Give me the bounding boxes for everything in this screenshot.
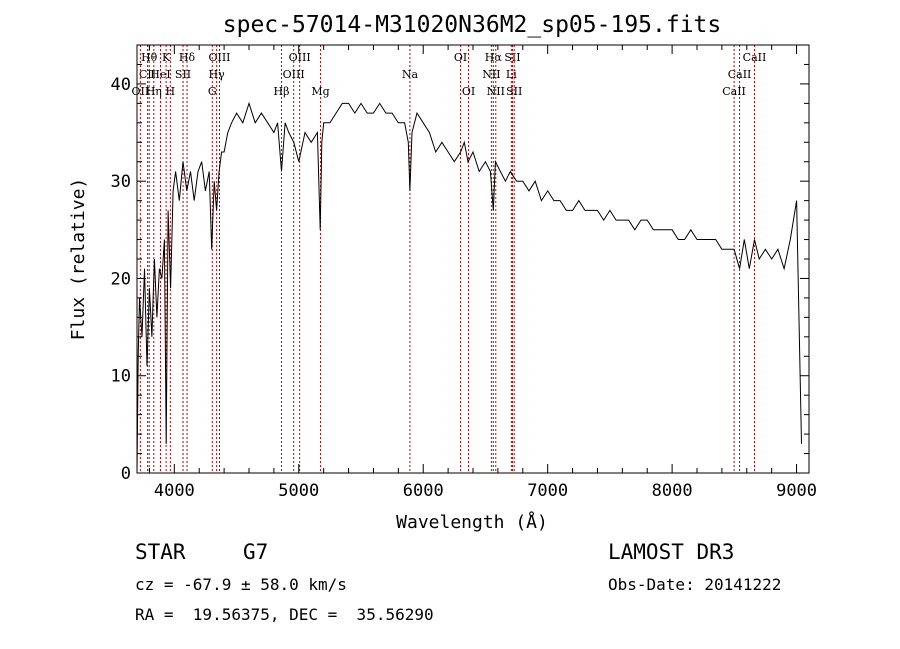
spectral-line-label: Li — [506, 68, 517, 81]
spectral-line-markers: Hθ CII OII K HeI Hη Hδ SII H OIII Hγ G OIII OIII Hβ Mg N… — [132, 45, 767, 473]
spectral-line-label: OI — [462, 85, 475, 98]
x-axis-label: Wavelength (Å) — [396, 511, 548, 533]
spectral-line-label: CaII — [728, 68, 752, 81]
spectral-line-label: CaII — [743, 51, 767, 64]
spectral-line-label: H — [166, 85, 176, 98]
spectrum-line — [136, 101, 802, 474]
spectral-line-label: Hθ — [141, 51, 158, 64]
spectral-line-label: OIII — [283, 68, 305, 81]
y-tick-label: 20 — [111, 269, 131, 289]
x-tick-label: 9000 — [776, 481, 817, 501]
y-tick-label: 40 — [111, 75, 131, 95]
spectral-line-label: SII — [504, 51, 520, 64]
spectral-line-label: Hδ — [179, 51, 196, 64]
plot-frame — [136, 44, 810, 474]
spectral-line-label: HeI — [150, 68, 170, 81]
chart-title: spec-57014-M31020N36M2_sp05-195.fits — [223, 12, 722, 38]
axis-ticks: 4000 5000 6000 7000 8000 9000 0 10 20 30 40 — [111, 44, 817, 501]
spectral-line-label: Hη — [146, 85, 162, 98]
x-tick-label: 6000 — [403, 481, 444, 501]
spectral-line-label: OII — [132, 85, 150, 98]
spectral-line-label: Na — [402, 68, 419, 81]
sky-coordinates: RA = 19.56375, DEC = 35.56290 — [135, 605, 434, 624]
spectral-line-label: CII — [139, 68, 156, 81]
x-tick-label: 7000 — [527, 481, 568, 501]
spectral-line-label: SII — [506, 85, 522, 98]
y-axis-label: Flux (relative) — [68, 178, 89, 341]
spectral-line-label: OIII — [208, 51, 230, 64]
x-tick-label: 4000 — [154, 481, 195, 501]
spectral-line-label: K — [162, 51, 171, 64]
spectral-line-label: NII — [487, 85, 505, 98]
spectral-line-label: Hα — [485, 51, 503, 64]
spectral-line-label: CaII — [722, 85, 746, 98]
spectral-line-label: OIII — [289, 51, 311, 64]
spectral-line-label: OI — [454, 51, 467, 64]
observation-date: Obs-Date: 20141222 — [608, 575, 782, 594]
y-tick-label: 30 — [111, 172, 131, 192]
y-tick-label: 10 — [111, 367, 131, 387]
x-tick-label: 5000 — [278, 481, 319, 501]
spectral-line-label: NII — [482, 68, 500, 81]
spectral-line-label: Hγ — [209, 68, 226, 81]
spectral-line-label: Mg — [311, 85, 329, 98]
spectrum-series — [136, 101, 802, 474]
spectral-line-label: G — [208, 85, 217, 98]
spectral-line-label: Hβ — [274, 85, 290, 98]
y-tick-label: 0 — [121, 464, 131, 484]
object-subclass: G7 — [243, 540, 269, 564]
redshift-velocity: cz = -67.9 ± 58.0 km/s — [135, 575, 347, 594]
spectral-line-label: SII — [175, 68, 191, 81]
survey-name: LAMOST DR3 — [608, 540, 735, 564]
object-class: STAR — [135, 540, 186, 564]
x-tick-label: 8000 — [652, 481, 693, 501]
